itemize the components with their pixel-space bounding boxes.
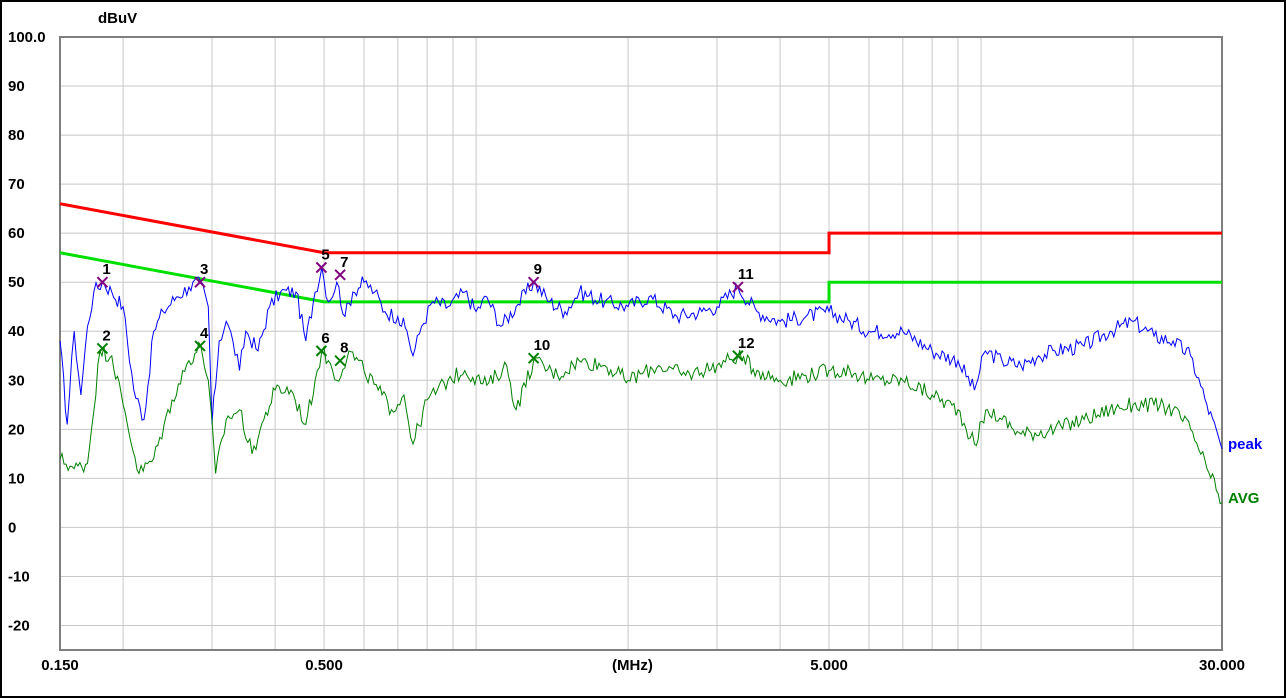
x-tick-label: 30.000 [1199,657,1245,674]
marker-label: 12 [738,335,755,352]
limit-line [59,251,1222,304]
x-axis-label: (MHz) [612,657,653,674]
x-tick-labels: 0.150 0.500 5.000 30.000 [41,657,1245,674]
marker-label: 10 [534,337,551,354]
marker: 2 [96,327,111,355]
marker-cross [315,345,328,357]
marker-cross [527,276,540,288]
y-tick-label: -20 [8,617,30,634]
marker: 5 [315,246,330,274]
marker: 8 [334,340,348,367]
y-tick-label: 20 [8,421,25,438]
marker: 6 [315,330,330,357]
plot-area [59,36,1223,651]
y-tick-label: 100.0 [8,29,46,46]
legend-entry-peak: peak [1228,436,1263,453]
marker-cross [732,281,744,293]
marker-label: 7 [340,254,348,271]
y-tick-label: 90 [8,78,25,95]
series-lines [59,267,1223,505]
marker-label: 9 [534,261,542,278]
marker: 10 [527,337,551,364]
x-tick-label: 0.150 [41,657,79,674]
marker: 4 [194,325,209,352]
y-tick-label: 40 [8,323,25,340]
marker-cross [96,342,109,355]
marker-cross [334,354,346,367]
y-tick-labels: 100.0 90 80 70 60 50 40 30 20 10 0 -10 -20 [8,29,46,634]
marker: 12 [732,335,755,362]
marker-label: 8 [340,340,348,357]
marker-cross [527,352,540,364]
marker: 1 [96,261,111,288]
grid [60,36,1222,650]
marker: 11 [732,266,754,293]
marker-cross [732,350,744,362]
marker-label: 4 [200,325,209,342]
marker: 3 [194,261,208,288]
x-tick-label: 0.500 [305,657,343,674]
marker: 9 [527,261,542,288]
y-tick-label: 30 [8,372,25,389]
y-tick-label: 70 [8,176,25,193]
x-tick-label: 5.000 [810,657,848,674]
marker-label: 11 [738,266,754,283]
limit-lines [59,202,1222,304]
marker-label: 1 [102,261,110,278]
series-line-avg [59,341,1223,505]
marker-label: 6 [321,330,329,347]
limit-line [59,202,1222,255]
y-tick-label: 80 [8,127,25,144]
y-tick-label: 0 [8,519,16,536]
marker: 7 [334,254,348,281]
y-tick-label: 50 [8,274,25,291]
y-axis-label: dBuV [98,10,137,27]
y-tick-label: 60 [8,225,25,242]
marker-cross [96,276,109,288]
marker-cross [194,340,206,352]
marker-cross [334,269,346,281]
legend: peak AVG [1228,436,1263,507]
y-tick-label: 10 [8,470,25,487]
marker-cross [315,261,328,274]
marker-label: 3 [200,261,208,278]
marker-label: 5 [321,246,329,263]
marker-cross [194,276,206,288]
marker-label: 2 [102,327,110,344]
legend-entry-avg: AVG [1228,490,1259,507]
y-tick-label: -10 [8,568,30,585]
series-line-peak [59,267,1223,450]
